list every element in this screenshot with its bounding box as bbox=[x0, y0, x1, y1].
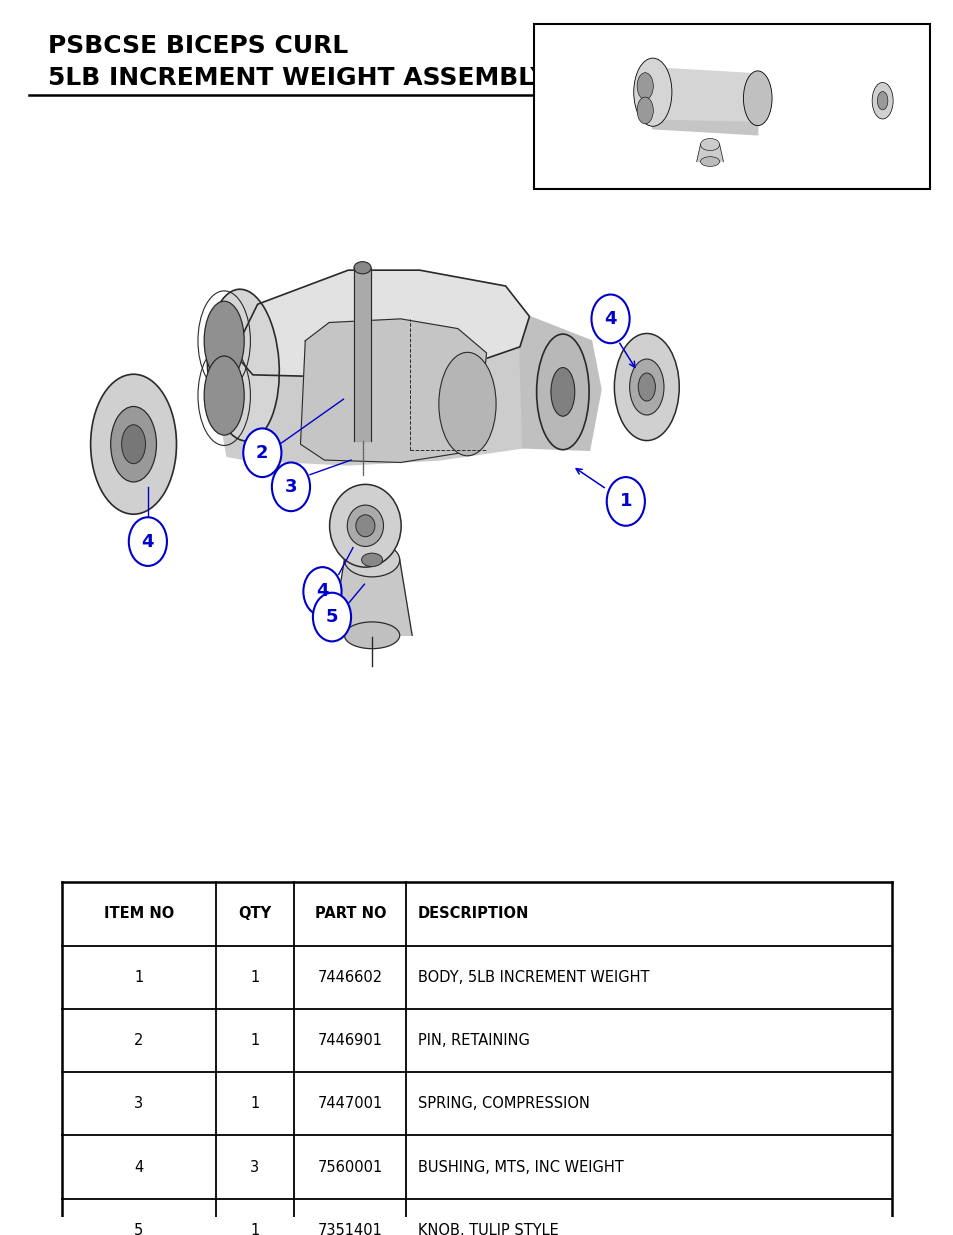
Text: PSBCSE BICEPS CURL: PSBCSE BICEPS CURL bbox=[48, 35, 348, 58]
Ellipse shape bbox=[637, 98, 653, 124]
Text: BUSHING, MTS, INC WEIGHT: BUSHING, MTS, INC WEIGHT bbox=[417, 1160, 623, 1174]
Text: PART NO: PART NO bbox=[314, 906, 386, 921]
Polygon shape bbox=[332, 559, 412, 635]
Ellipse shape bbox=[347, 505, 383, 546]
Ellipse shape bbox=[629, 359, 663, 415]
Circle shape bbox=[243, 429, 281, 477]
Text: 1: 1 bbox=[134, 969, 143, 984]
Ellipse shape bbox=[361, 553, 382, 567]
Polygon shape bbox=[652, 120, 757, 135]
Circle shape bbox=[129, 517, 167, 566]
Circle shape bbox=[606, 477, 644, 526]
Ellipse shape bbox=[742, 70, 771, 126]
Circle shape bbox=[313, 593, 351, 641]
Text: 2: 2 bbox=[134, 1032, 143, 1049]
Ellipse shape bbox=[355, 515, 375, 537]
Ellipse shape bbox=[700, 138, 719, 151]
Ellipse shape bbox=[700, 157, 719, 167]
Ellipse shape bbox=[344, 543, 399, 577]
Text: 7447001: 7447001 bbox=[317, 1097, 383, 1112]
Bar bbox=[62, 882, 891, 1235]
Ellipse shape bbox=[354, 262, 371, 274]
Text: QTY: QTY bbox=[238, 906, 272, 921]
Ellipse shape bbox=[204, 356, 244, 435]
Text: ITEM NO: ITEM NO bbox=[104, 906, 173, 921]
Text: 3: 3 bbox=[284, 478, 297, 495]
Bar bbox=[534, 25, 929, 189]
Polygon shape bbox=[652, 68, 757, 122]
Text: 4: 4 bbox=[315, 583, 329, 600]
Text: 1: 1 bbox=[250, 1223, 259, 1235]
Polygon shape bbox=[219, 316, 529, 464]
Ellipse shape bbox=[344, 622, 399, 648]
Text: 7560001: 7560001 bbox=[317, 1160, 383, 1174]
Ellipse shape bbox=[551, 368, 574, 416]
Text: 7351401: 7351401 bbox=[317, 1223, 382, 1235]
Ellipse shape bbox=[111, 406, 156, 482]
Ellipse shape bbox=[204, 301, 244, 380]
Ellipse shape bbox=[330, 484, 400, 567]
Ellipse shape bbox=[637, 73, 653, 100]
Ellipse shape bbox=[438, 352, 496, 456]
Text: Page 13: Page 13 bbox=[449, 1183, 504, 1197]
Text: 5LB INCREMENT WEIGHT ASSEMBLY - 7446501: 5LB INCREMENT WEIGHT ASSEMBLY - 7446501 bbox=[48, 65, 698, 90]
Polygon shape bbox=[519, 316, 600, 451]
Text: 3: 3 bbox=[134, 1097, 143, 1112]
Text: 1: 1 bbox=[250, 969, 259, 984]
Polygon shape bbox=[233, 270, 529, 377]
Polygon shape bbox=[300, 319, 486, 462]
Text: KNOB, TULIP STYLE: KNOB, TULIP STYLE bbox=[417, 1223, 558, 1235]
Text: PIN, RETAINING: PIN, RETAINING bbox=[417, 1032, 529, 1049]
Text: SPRING, COMPRESSION: SPRING, COMPRESSION bbox=[417, 1097, 589, 1112]
Text: BODY, 5LB INCREMENT WEIGHT: BODY, 5LB INCREMENT WEIGHT bbox=[417, 969, 649, 984]
Text: 4: 4 bbox=[141, 532, 154, 551]
Polygon shape bbox=[696, 144, 722, 162]
Text: 5: 5 bbox=[325, 608, 338, 626]
Polygon shape bbox=[354, 268, 371, 441]
Ellipse shape bbox=[91, 374, 176, 514]
Ellipse shape bbox=[614, 333, 679, 441]
Text: 5: 5 bbox=[134, 1223, 143, 1235]
Text: 1: 1 bbox=[250, 1097, 259, 1112]
Ellipse shape bbox=[207, 289, 279, 441]
Circle shape bbox=[303, 567, 341, 616]
Text: 4: 4 bbox=[134, 1160, 143, 1174]
Text: 4: 4 bbox=[603, 310, 617, 327]
Polygon shape bbox=[91, 430, 176, 459]
Text: 2: 2 bbox=[255, 443, 269, 462]
Ellipse shape bbox=[877, 91, 887, 110]
Circle shape bbox=[591, 294, 629, 343]
Ellipse shape bbox=[871, 83, 892, 119]
Circle shape bbox=[272, 462, 310, 511]
Text: 7446901: 7446901 bbox=[317, 1032, 382, 1049]
Text: 1: 1 bbox=[250, 1032, 259, 1049]
Ellipse shape bbox=[536, 335, 588, 450]
Text: 7446602: 7446602 bbox=[317, 969, 382, 984]
Text: 1: 1 bbox=[618, 493, 632, 510]
Ellipse shape bbox=[638, 373, 655, 401]
Text: 3: 3 bbox=[250, 1160, 259, 1174]
Ellipse shape bbox=[122, 425, 146, 463]
Text: DESCRIPTION: DESCRIPTION bbox=[417, 906, 529, 921]
Ellipse shape bbox=[633, 58, 671, 126]
